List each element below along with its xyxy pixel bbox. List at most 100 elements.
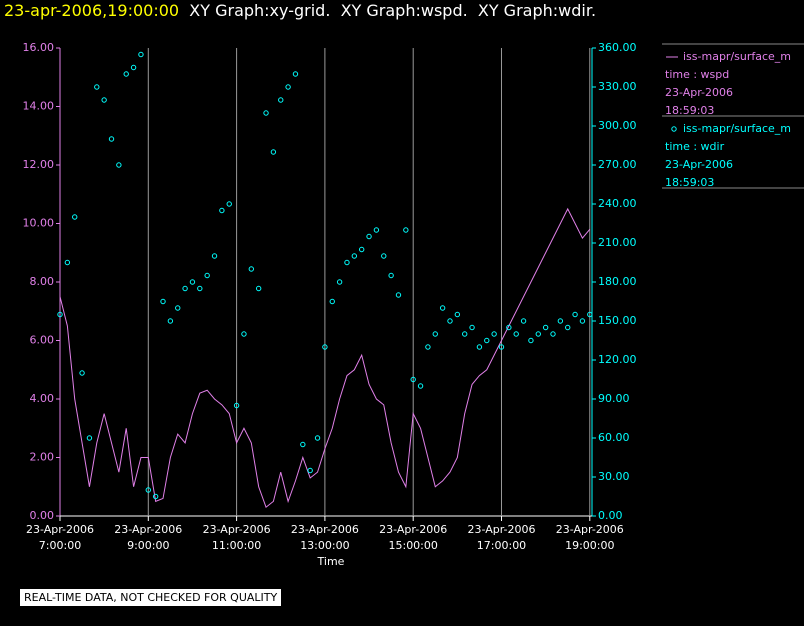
wdir-point — [373, 227, 380, 233]
x-tick-label: 23-Apr-2006 17:00:00 — [467, 523, 536, 552]
wdir-point — [344, 259, 350, 266]
wdir-point — [123, 71, 129, 77]
wdir-point — [278, 97, 284, 103]
wdir-point — [322, 344, 328, 350]
wdir-point — [116, 162, 122, 168]
wdir-point — [226, 201, 232, 207]
x-tick-label: 23-Apr-2006 9:00:00 — [114, 523, 183, 552]
y2-tick-label: 120.00 — [598, 353, 637, 366]
legend-text: 18:59:03 — [665, 176, 714, 189]
wdir-point — [307, 467, 313, 474]
y2-tick-label: 300.00 — [598, 119, 637, 132]
wdir-point — [211, 253, 218, 259]
wdir-point — [182, 285, 188, 292]
wdir-point — [138, 51, 144, 58]
title-text: XY Graph:xy-grid. XY Graph:wspd. XY Grap… — [179, 1, 597, 20]
legend-name: iss-mapr/surface_m — [683, 122, 791, 135]
legend-text: time : wspd — [665, 68, 729, 81]
legend-text: 23-Apr-2006 — [665, 158, 733, 171]
wdir-point — [403, 227, 409, 233]
wdir-point — [462, 331, 468, 337]
wdir-point — [329, 298, 335, 305]
wdir-point — [484, 337, 490, 344]
wdir-point — [72, 214, 78, 220]
wdir-point — [197, 285, 203, 292]
y-tick-label: 6.00 — [30, 334, 55, 347]
y2-tick-label: 240.00 — [598, 197, 637, 210]
wdir-point — [300, 441, 306, 448]
y-tick-label: 14.00 — [23, 100, 55, 113]
x-tick-label: 23-Apr-2006 13:00:00 — [290, 523, 359, 552]
wdir-point — [152, 493, 159, 500]
y2-tick-label: 0.00 — [598, 509, 623, 522]
wdir-point — [520, 318, 527, 324]
wdir-point — [314, 435, 321, 441]
wdir-point — [572, 311, 578, 318]
y-tick-label: 8.00 — [30, 275, 55, 288]
wdir-point — [336, 279, 343, 285]
wdir-point — [388, 272, 394, 279]
wdir-point — [255, 285, 262, 292]
title-time: 23-apr-2006,19:00:00 — [4, 1, 180, 20]
wdir-point — [425, 344, 431, 350]
wdir-point — [263, 110, 269, 116]
wdir-point — [476, 344, 483, 350]
y-tick-label: 4.00 — [30, 392, 55, 405]
wdir-point — [395, 292, 402, 298]
wdir-point — [579, 318, 586, 324]
legend-name: iss-mapr/surface_m — [683, 50, 791, 63]
wdir-point — [145, 487, 151, 493]
y2-tick-label: 360.00 — [598, 41, 637, 54]
wdir-point — [175, 305, 181, 311]
wdir-point — [417, 383, 424, 389]
wdir-point — [439, 305, 446, 311]
wdir-point — [565, 324, 571, 331]
y-tick-label: 16.00 — [23, 41, 55, 54]
y-tick-label: 0.00 — [30, 509, 55, 522]
quality-note: REAL-TIME DATA, NOT CHECKED FOR QUALITY — [20, 589, 282, 606]
legend-text: 18:59:03 — [665, 104, 714, 117]
x-axis-label: Time — [317, 555, 345, 568]
y2-tick-label: 60.00 — [598, 431, 630, 444]
wdir-point — [454, 311, 461, 318]
title: 23-apr-2006,19:00:00 XY Graph:xy-grid. X… — [4, 1, 596, 20]
wdir-point — [292, 71, 299, 77]
wdir-point — [94, 84, 100, 90]
wdir-point — [167, 318, 174, 324]
wdir-point — [270, 149, 277, 155]
wdir-point — [189, 279, 196, 285]
wdir-point — [219, 207, 225, 214]
wdir-point — [204, 272, 210, 279]
wdir-point — [447, 318, 453, 324]
y-tick-label: 2.00 — [30, 451, 55, 464]
y-tick-label: 10.00 — [23, 217, 55, 230]
wdir-point — [79, 370, 85, 376]
wdir-point — [130, 64, 137, 71]
wdir-point — [358, 246, 365, 253]
wdir-point — [535, 331, 541, 337]
y2-tick-label: 90.00 — [598, 392, 630, 405]
y2-tick-label: 210.00 — [598, 236, 637, 249]
wdir-point — [381, 253, 387, 259]
y2-tick-label: 180.00 — [598, 275, 637, 288]
wdir-point — [542, 324, 549, 331]
y2-tick-label: 150.00 — [598, 314, 637, 327]
legend-text: time : wdir — [665, 140, 725, 153]
wdir-point — [557, 318, 564, 324]
wdir-point — [469, 324, 475, 331]
x-tick-label: 23-Apr-2006 7:00:00 — [25, 523, 94, 552]
legend-marker — [671, 126, 677, 132]
wdir-point — [160, 298, 166, 305]
wdir-point — [550, 331, 556, 337]
wdir-point — [241, 331, 247, 337]
wdir-point — [513, 331, 519, 337]
wdir-point — [285, 84, 291, 90]
wdir-point — [57, 311, 63, 318]
wdir-point — [432, 331, 438, 337]
y-tick-label: 12.00 — [23, 158, 55, 171]
wdir-point — [366, 233, 372, 240]
x-tick-label: 23-Apr-2006 11:00:00 — [202, 523, 271, 552]
wdir-point — [248, 266, 255, 272]
